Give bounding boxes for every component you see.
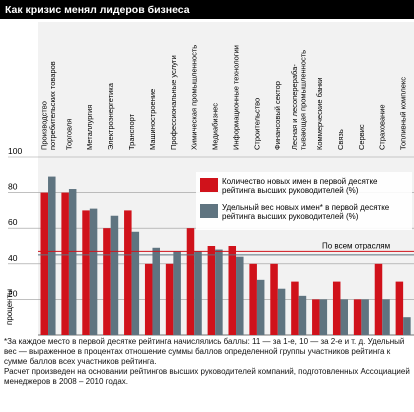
chart: Как кризис менял лидеров бизнеса процент… bbox=[0, 0, 414, 336]
bar bbox=[291, 281, 299, 335]
bar bbox=[40, 192, 49, 335]
bar bbox=[82, 210, 90, 335]
x-tick-label: Коммерческие банки bbox=[315, 78, 324, 151]
x-tick-label: Строительство bbox=[252, 98, 261, 150]
bar bbox=[68, 189, 77, 335]
x-tick-label: Торговля bbox=[64, 119, 73, 150]
bar bbox=[340, 299, 348, 335]
bar bbox=[110, 215, 119, 335]
bar bbox=[332, 281, 341, 335]
bar bbox=[403, 317, 411, 335]
bar bbox=[374, 263, 383, 335]
bar bbox=[319, 299, 328, 335]
bar bbox=[89, 208, 98, 335]
bar bbox=[249, 263, 257, 335]
bar bbox=[165, 263, 174, 335]
title-bar bbox=[0, 0, 414, 19]
x-tick-label: Лесная и лесоперераба-тывающая промышлен… bbox=[290, 50, 308, 150]
bar bbox=[186, 228, 195, 335]
x-tick-label: Производствопотребительских товаров bbox=[39, 61, 57, 150]
x-tick-label: Страхование bbox=[378, 104, 387, 150]
bar bbox=[361, 299, 369, 335]
x-tick-label: Металлургия bbox=[85, 105, 94, 150]
x-tick-label: Машиностроение bbox=[148, 89, 157, 150]
x-tick-label: Информационные технологии bbox=[231, 45, 240, 150]
y-tick-label: 100 bbox=[8, 146, 22, 156]
bar bbox=[312, 299, 320, 335]
note: *За каждое место в первой десятке рейтин… bbox=[4, 337, 405, 366]
bar bbox=[103, 228, 111, 335]
y-axis-label: проценты bbox=[5, 289, 14, 325]
chart-title: Как кризис менял лидеров бизнеса bbox=[5, 4, 190, 16]
bar bbox=[215, 249, 223, 335]
y-tick-label: 20 bbox=[8, 288, 18, 298]
bar bbox=[277, 288, 286, 335]
bar bbox=[270, 263, 278, 335]
bar bbox=[298, 295, 307, 335]
legend-label: Количество новых имен в первой десятке ре… bbox=[222, 177, 378, 195]
bar bbox=[236, 256, 244, 335]
reference-label: По всем отраслям bbox=[322, 241, 390, 250]
x-tick-label: Транспорт bbox=[127, 113, 136, 150]
x-tick-label: Финансовый сектор bbox=[273, 81, 282, 150]
bar bbox=[207, 246, 216, 335]
y-tick-label: 80 bbox=[8, 182, 18, 192]
x-tick-label: Химическая промышленность bbox=[190, 45, 199, 150]
bar bbox=[256, 279, 265, 335]
y-tick-label: 40 bbox=[8, 253, 18, 263]
bar bbox=[228, 246, 237, 335]
bar bbox=[131, 231, 140, 335]
legend-swatch bbox=[200, 204, 218, 218]
y-tick-label: 60 bbox=[8, 217, 18, 227]
x-tick-label: Электроэнергетика bbox=[106, 82, 115, 150]
legend-box bbox=[196, 172, 412, 230]
x-tick-label: Связь bbox=[336, 129, 345, 150]
note: Расчет произведен на основании рейтингов… bbox=[4, 367, 410, 386]
bar bbox=[353, 299, 362, 335]
bar bbox=[194, 251, 202, 335]
legend-swatch bbox=[200, 178, 218, 192]
bar bbox=[152, 247, 160, 335]
x-tick-label: Медиабизнес bbox=[211, 103, 220, 150]
bar bbox=[124, 210, 132, 335]
x-tick-label: Сервис bbox=[357, 124, 366, 150]
bar bbox=[173, 251, 181, 335]
x-tick-label: Топливный комплекс bbox=[399, 77, 408, 150]
bar bbox=[144, 263, 153, 335]
bar bbox=[48, 176, 56, 335]
legend-label: Удельный вес новых имен* в первой десятк… bbox=[222, 203, 390, 221]
bar bbox=[61, 192, 69, 335]
notes: *За каждое место в первой десятке рейтин… bbox=[4, 337, 410, 387]
x-tick-label: Профессиональные услуги bbox=[169, 55, 178, 150]
bar bbox=[382, 299, 390, 335]
bar bbox=[395, 281, 404, 335]
